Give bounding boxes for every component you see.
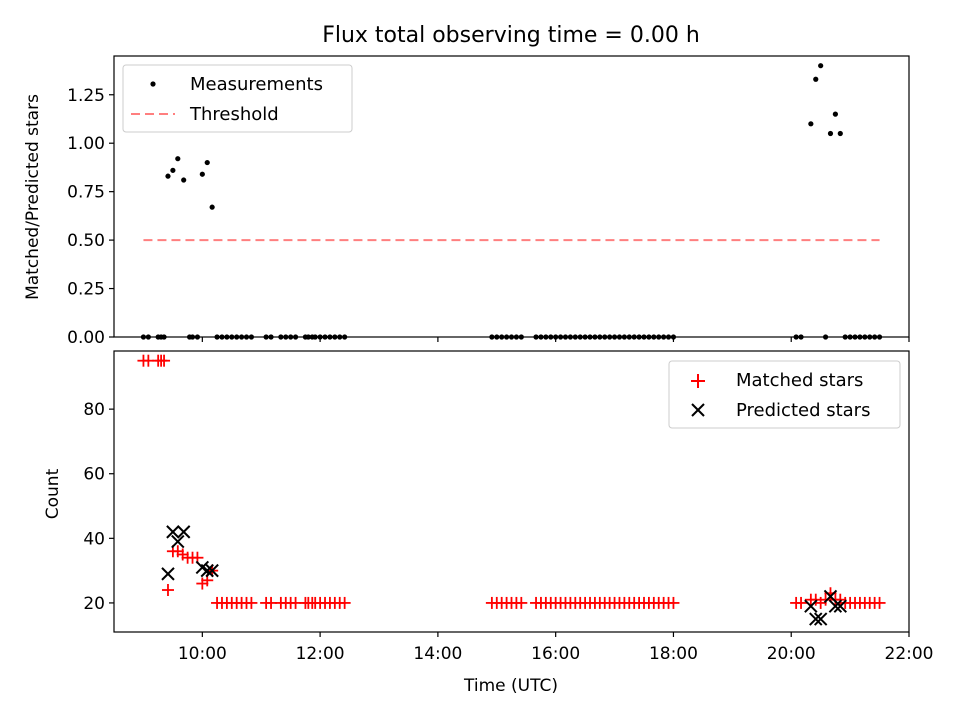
matched-stars-point xyxy=(161,584,174,597)
predicted-stars-point xyxy=(200,563,214,578)
predicted-stars-point xyxy=(176,525,191,539)
top-y-tick-label: 1.25 xyxy=(67,86,105,106)
measurements-point xyxy=(818,63,824,69)
matched-stars-point xyxy=(338,596,351,609)
measurements-point xyxy=(199,171,205,177)
bottom-y-axis-label: Count xyxy=(43,468,63,519)
bottom-x-tick-label: 16:00 xyxy=(531,644,580,664)
measurements-point xyxy=(808,121,814,127)
legend-matched-marker xyxy=(691,374,705,388)
measurements-point xyxy=(181,177,187,183)
bottom-axes-frame xyxy=(113,350,910,633)
top-x-axis xyxy=(201,337,910,342)
bottom-x-axis-label: Time (UTC) xyxy=(463,676,558,696)
legend-matched-label: Matched stars xyxy=(736,370,863,391)
predicted-stars-point xyxy=(804,599,818,613)
predicted-stars-point xyxy=(828,599,843,613)
top-y-tick-label: 0.50 xyxy=(67,231,105,251)
measurements-point xyxy=(165,173,171,179)
bottom-y-axis: 20 40 60 80 xyxy=(83,400,114,614)
bottom-y-tick-label: 20 xyxy=(83,594,105,614)
measurements-point xyxy=(204,159,210,166)
bottom-y-tick-label: 80 xyxy=(83,400,105,420)
top-chart-title: Flux total observing time = 0.00 h xyxy=(322,23,700,48)
measurements-point xyxy=(209,204,215,210)
top-y-axis: 0.00 0.25 0.50 0.75 1.00 1.25 xyxy=(67,86,114,348)
predicted-stars-point xyxy=(166,525,180,539)
top-y-tick-label: 0.00 xyxy=(67,328,105,348)
legend-predicted-label: Predicted stars xyxy=(736,400,870,421)
measurements-point xyxy=(837,130,843,137)
bottom-legend: Matched stars Predicted stars xyxy=(668,360,901,429)
legend-predicted-marker xyxy=(691,403,705,417)
bottom-x-tick-label: 18:00 xyxy=(649,644,698,664)
bottom-x-axis: 10:00 12:00 14:00 16:00 18:00 20:00 22:00 xyxy=(178,632,934,664)
matched-stars-point xyxy=(795,596,808,609)
top-legend-box xyxy=(122,64,353,133)
legend-measurements-label: Measurements xyxy=(190,74,323,95)
measurements-point xyxy=(827,130,834,137)
bottom-x-tick-label: 10:00 xyxy=(178,644,227,664)
matched-stars-point xyxy=(515,596,528,609)
bottom-x-tick-label: 20:00 xyxy=(767,644,816,664)
predicted-stars-point xyxy=(205,563,219,578)
top-y-tick-label: 0.75 xyxy=(67,183,105,203)
bottom-y-tick-label: 40 xyxy=(83,529,105,549)
predicted-stars-point xyxy=(809,612,823,626)
bottom-legend-box xyxy=(668,360,901,429)
matched-stars-point xyxy=(245,596,258,609)
measurements-point xyxy=(813,76,819,82)
matched-stars-point xyxy=(667,596,680,609)
predicted-stars-point xyxy=(171,534,185,549)
top-y-tick-label: 0.25 xyxy=(67,280,105,300)
bottom-x-tick-label: 14:00 xyxy=(413,644,462,664)
matched-stars-point xyxy=(873,596,886,609)
top-y-tick-label: 1.00 xyxy=(67,134,105,154)
predicted-stars-point xyxy=(813,612,828,626)
measurements-point xyxy=(175,156,181,162)
top-axes-frame xyxy=(113,55,910,338)
predicted-stars-point xyxy=(161,567,175,581)
top-legend: Measurements Threshold xyxy=(122,64,353,133)
bottom-y-tick-label: 60 xyxy=(83,465,105,485)
measurements-point xyxy=(170,167,176,173)
legend-measurements-marker xyxy=(150,81,156,87)
bottom-plot-area xyxy=(137,354,886,626)
bottom-x-tick-label: 12:00 xyxy=(296,644,345,664)
bottom-x-tick-label: 22:00 xyxy=(885,644,934,664)
predicted-stars-point xyxy=(833,599,848,613)
top-y-axis-label: Matched/Predicted stars xyxy=(23,94,43,300)
matched-stars-point xyxy=(158,354,171,367)
legend-threshold-label: Threshold xyxy=(189,104,279,125)
measurements-point xyxy=(832,111,838,117)
